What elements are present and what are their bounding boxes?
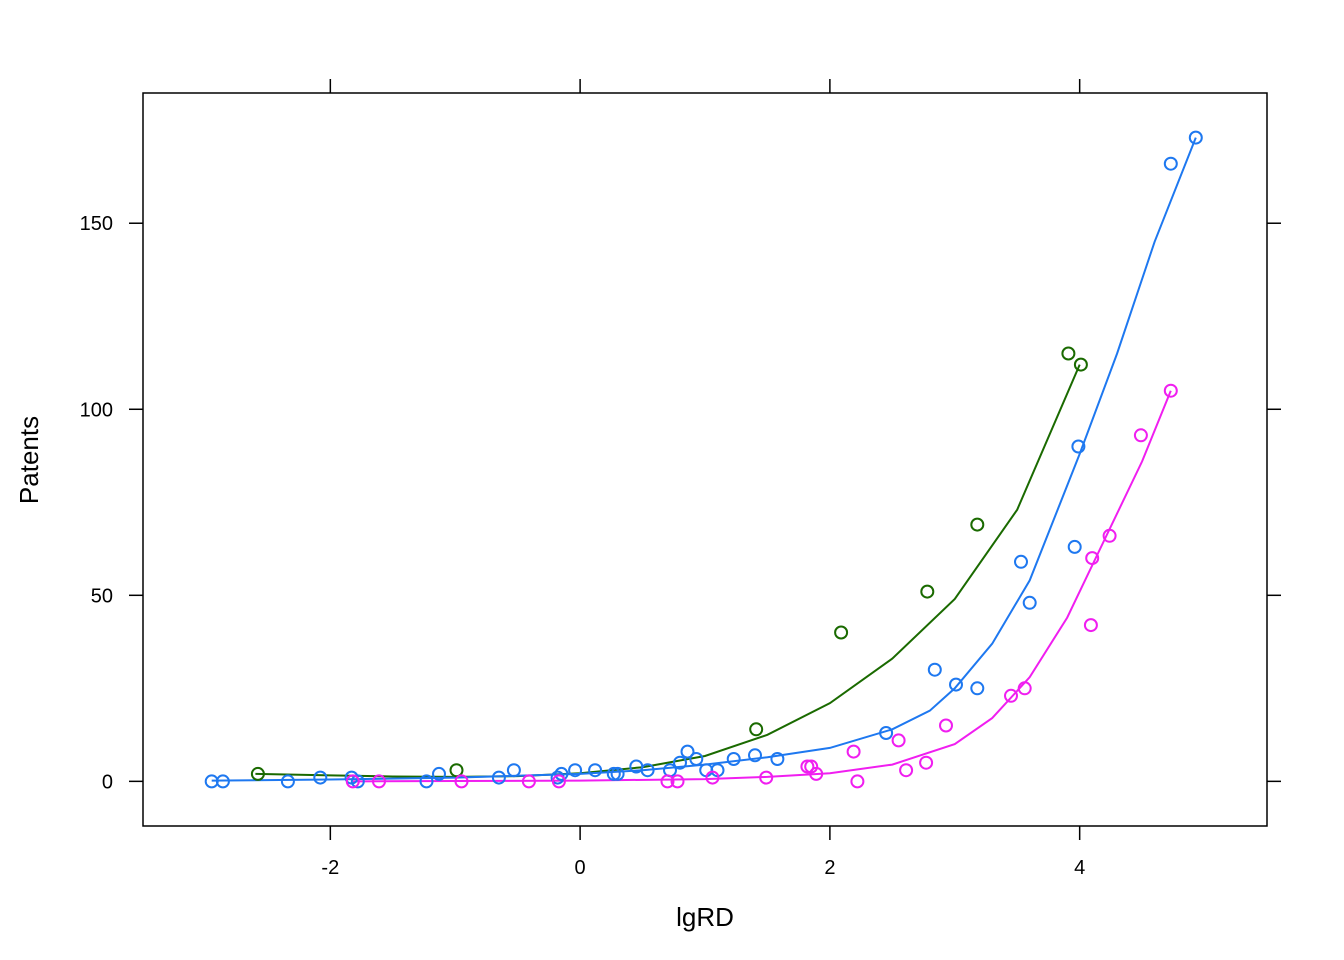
data-point (1022, 595, 1037, 610)
data-point (800, 759, 815, 774)
data-point (521, 774, 536, 789)
data-point (280, 774, 295, 789)
data-point (640, 763, 655, 778)
data-point (834, 625, 849, 640)
data-point (250, 766, 265, 781)
data-point (372, 774, 386, 789)
data-point (1102, 528, 1117, 543)
x-axis-ticks: -2 0 2 4 (321, 79, 1085, 879)
data-point (660, 774, 675, 789)
data-point (949, 677, 963, 692)
data-point (1071, 439, 1086, 454)
data-point (1085, 551, 1100, 566)
data-point (1067, 539, 1082, 554)
x-tick-label: 0 (575, 857, 586, 879)
data-point (551, 774, 566, 789)
data-point (748, 748, 762, 763)
data-point (313, 770, 328, 785)
plot-panel (142, 92, 1268, 827)
data-point (345, 774, 360, 789)
data-point (554, 766, 569, 781)
series-fit-line (211, 137, 1197, 782)
data-point (809, 766, 824, 781)
data-points (204, 130, 1203, 789)
data-point (215, 774, 230, 789)
data-point (899, 763, 914, 778)
data-point (879, 726, 894, 740)
data-point (1188, 130, 1203, 145)
x-tick-label: -2 (321, 857, 339, 879)
data-point (454, 774, 469, 789)
data-point (970, 517, 985, 532)
y-tick-label: 0 (102, 771, 113, 793)
data-point (449, 763, 464, 778)
data-point (568, 763, 583, 778)
data-point (920, 584, 935, 599)
x-tick-label: 4 (1074, 857, 1085, 879)
data-point (506, 763, 521, 778)
data-point (432, 766, 446, 781)
data-point (1004, 688, 1018, 703)
data-point (759, 770, 774, 785)
data-point (749, 722, 764, 737)
data-point (1061, 346, 1076, 361)
data-point (670, 774, 685, 789)
data-point (846, 744, 861, 759)
data-point (699, 763, 714, 778)
y-tick-label: 150 (80, 213, 113, 235)
data-point (689, 752, 704, 766)
data-point (350, 774, 365, 789)
data-point (1163, 156, 1178, 171)
data-point (705, 770, 720, 785)
data-point (850, 774, 865, 789)
x-tick-label: 2 (824, 857, 835, 879)
data-point (927, 662, 942, 677)
data-point (491, 770, 506, 785)
data-point (1017, 681, 1032, 696)
y-axis-ticks: 0 50 100 150 (80, 213, 1281, 793)
fit-lines (211, 137, 1197, 783)
data-point (673, 755, 687, 770)
data-point (1073, 357, 1088, 372)
data-point (1163, 383, 1178, 398)
y-tick-label: 50 (91, 585, 113, 607)
data-point (588, 763, 603, 778)
data-point (726, 752, 741, 766)
data-point (1083, 618, 1098, 633)
data-point (680, 744, 695, 759)
data-point (419, 774, 434, 789)
data-point (970, 681, 985, 696)
data-point (891, 733, 906, 748)
data-point (1014, 554, 1028, 569)
data-point (1133, 428, 1148, 443)
y-tick-label: 100 (80, 399, 113, 421)
data-point (770, 752, 785, 766)
y-axis-title: Patents (14, 416, 44, 504)
x-axis-title: lgRD (676, 902, 734, 932)
series-fit-line (352, 390, 1172, 783)
data-point (939, 718, 953, 733)
series-fit-line (255, 364, 1081, 778)
data-point (919, 755, 934, 770)
data-point (606, 766, 621, 781)
data-point (610, 766, 625, 781)
